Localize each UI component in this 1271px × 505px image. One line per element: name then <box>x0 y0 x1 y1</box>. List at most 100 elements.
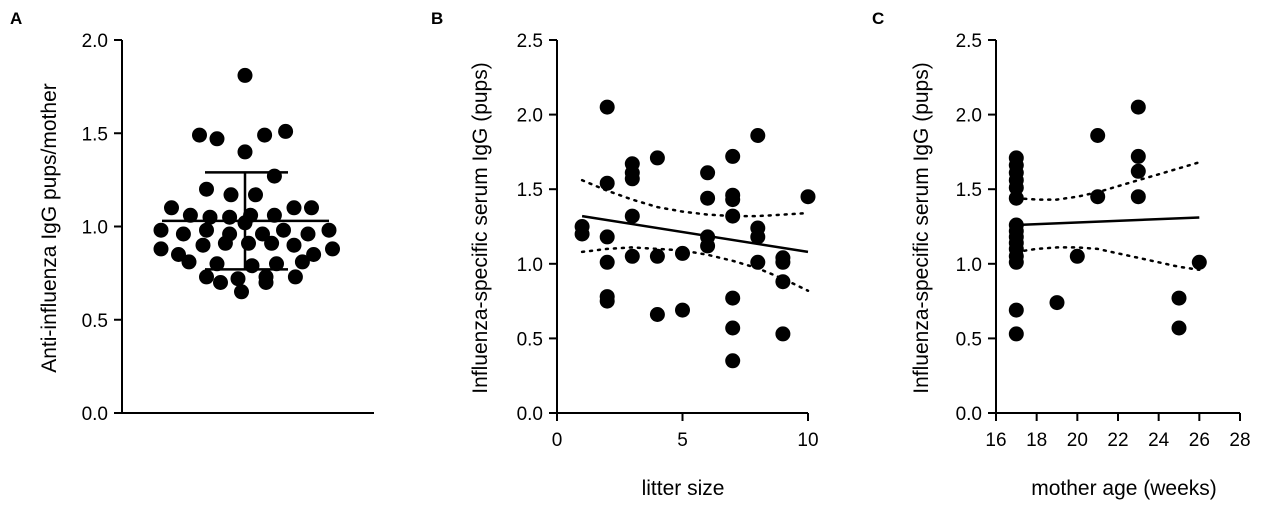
data-point <box>286 237 302 253</box>
data-point <box>1171 290 1187 306</box>
data-point <box>199 269 214 285</box>
data-point <box>300 226 316 242</box>
data-point <box>192 127 207 143</box>
data-point <box>1130 99 1146 115</box>
data-point <box>649 307 665 322</box>
x-tick-label: 20 <box>1067 430 1088 451</box>
regression-line <box>1016 216 1200 227</box>
data-point <box>294 254 310 270</box>
panel-c-axes: 0.0 0.5 1.0 1.5 2.0 2.5 16 18 20 22 24 26 28 <box>956 31 1251 451</box>
x-tick-label: 5 <box>677 430 688 451</box>
panel-c-x-axis-title: mother age (weeks) <box>1031 477 1217 500</box>
data-point <box>1090 128 1106 143</box>
y-tick-label: 2.0 <box>956 106 982 127</box>
data-point <box>153 222 169 238</box>
data-point <box>321 222 337 238</box>
y-tick-label: 0.0 <box>517 404 543 425</box>
data-point <box>1049 295 1065 311</box>
y-tick-label: 1.0 <box>956 255 982 276</box>
data-point <box>599 229 615 245</box>
x-tick-label: 26 <box>1189 430 1210 451</box>
data-point <box>1008 190 1024 206</box>
data-point <box>574 226 590 242</box>
panel-label-a: A <box>10 9 22 28</box>
y-tick-label: 0.5 <box>956 329 982 350</box>
data-point <box>1008 180 1024 196</box>
x-tick-label: 22 <box>1107 430 1128 451</box>
data-point <box>304 200 319 216</box>
panel-a-axes: 0.0 0.5 1.0 1.5 2.0 <box>82 31 374 425</box>
data-point <box>750 128 766 143</box>
data-point <box>209 256 225 272</box>
data-point <box>725 320 741 336</box>
data-point <box>725 148 741 164</box>
data-point <box>675 302 690 318</box>
data-point <box>266 207 282 223</box>
y-tick-label: 2.5 <box>517 31 543 52</box>
data-point <box>700 165 716 181</box>
data-point <box>700 238 716 254</box>
panel-label-b: B <box>431 9 443 28</box>
data-point <box>775 274 791 290</box>
data-point <box>725 208 741 224</box>
x-tick-label: 16 <box>985 430 1006 451</box>
data-point <box>1008 302 1024 318</box>
y-tick-label: 0.5 <box>517 329 543 350</box>
data-point <box>1008 254 1024 270</box>
y-tick-label: 2.0 <box>517 106 543 127</box>
panel-c-regression <box>1015 161 1201 272</box>
y-tick-label: 2.5 <box>956 31 982 52</box>
data-point <box>775 326 791 342</box>
data-point <box>1130 148 1146 164</box>
data-point <box>202 209 218 225</box>
x-tick-label: 0 <box>552 430 563 451</box>
x-tick-label: 28 <box>1229 430 1250 451</box>
y-tick-label: 1.5 <box>956 180 982 201</box>
data-point <box>649 248 665 264</box>
data-point <box>599 293 615 309</box>
data-point <box>1069 248 1085 264</box>
data-point <box>153 241 169 257</box>
y-tick-label: 1.0 <box>517 255 543 276</box>
y-tick-label: 0.0 <box>82 404 108 425</box>
ci-upper-band <box>1015 161 1201 201</box>
data-point <box>700 190 716 206</box>
panel-b-points <box>574 99 816 369</box>
y-tick-label: 1.0 <box>82 218 108 239</box>
panel-a-points <box>153 67 340 300</box>
data-point <box>181 254 197 270</box>
data-point <box>264 235 280 251</box>
panel-a-y-axis-title: Anti-influenza IgG pups/mother <box>38 83 61 373</box>
data-point <box>1090 189 1106 205</box>
data-point <box>217 235 233 251</box>
data-point <box>675 245 690 261</box>
data-point <box>164 200 179 216</box>
data-point <box>244 258 260 274</box>
data-point <box>306 247 322 262</box>
data-point <box>1191 254 1207 270</box>
data-point <box>230 271 246 287</box>
data-point <box>195 237 211 253</box>
panel-label-c: C <box>872 9 884 28</box>
panel-c-points <box>1008 99 1207 342</box>
x-tick-label: 24 <box>1148 430 1170 451</box>
y-tick-label: 0.5 <box>82 311 108 332</box>
data-point <box>182 207 198 223</box>
data-point <box>1130 163 1146 179</box>
data-point <box>1008 326 1024 342</box>
panel-a: A 0.0 0.5 1.0 1.5 2.0 Anti-influenza IgG pup… <box>10 9 374 425</box>
data-point <box>276 222 291 238</box>
data-point <box>248 187 263 203</box>
data-point <box>286 200 302 216</box>
data-point <box>237 144 253 160</box>
data-point <box>775 254 791 270</box>
ci-upper-band <box>580 178 810 218</box>
ci-lower-band <box>1015 246 1201 272</box>
data-point <box>750 229 766 245</box>
data-point <box>269 256 284 272</box>
data-point <box>213 275 228 290</box>
data-point <box>750 254 766 270</box>
data-point <box>237 67 253 83</box>
data-point <box>624 171 640 187</box>
